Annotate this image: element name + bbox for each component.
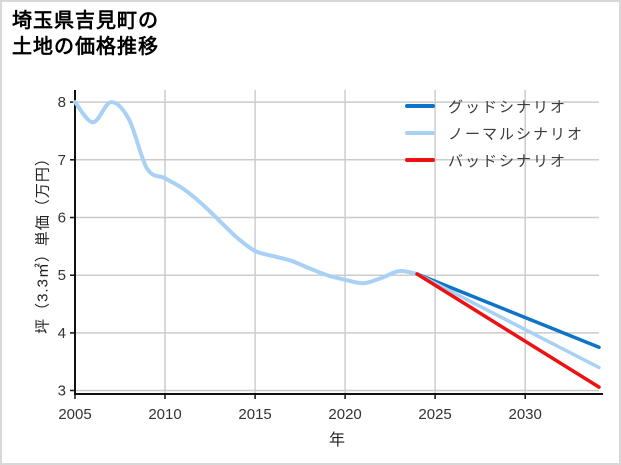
legend-label-good: グッドシナリオ xyxy=(448,98,568,116)
legend: グッドシナリオ ノーマルシナリオ バッドシナリオ xyxy=(405,97,584,178)
chart-title-line1: 埼玉県吉見町の xyxy=(12,10,159,32)
scenario-line-2 xyxy=(415,272,601,389)
x-axis-label: 年 xyxy=(328,432,345,449)
y-tick-label: 5 xyxy=(58,267,66,284)
legend-item-normal-scenario: ノーマルシナリオ xyxy=(405,124,585,143)
y-tick-label: 7 xyxy=(58,152,66,169)
chart-title: 埼玉県吉見町の 土地の価格推移 xyxy=(12,8,159,61)
x-tick-label: 2005 xyxy=(58,406,91,423)
x-tick-label: 2025 xyxy=(418,406,451,423)
x-tick-label: 2010 xyxy=(148,406,181,423)
y-tick-label: 3 xyxy=(58,383,66,400)
x-tick-label: 2020 xyxy=(328,406,361,423)
chart-title-line2: 土地の価格推移 xyxy=(12,36,159,59)
y-tick-label: 4 xyxy=(58,325,66,342)
legend-swatch-bad-line-icon xyxy=(405,158,435,162)
legend-label-bad: バッドシナリオ xyxy=(448,152,568,170)
history-line xyxy=(73,100,420,286)
x-tick-label: 2015 xyxy=(238,406,271,423)
legend-label-normal: ノーマルシナリオ xyxy=(448,125,585,143)
y-tick-label: 8 xyxy=(58,94,66,111)
legend-item-good-scenario: グッドシナリオ xyxy=(405,97,584,116)
legend-item-bad-scenario: バッドシナリオ xyxy=(405,151,584,170)
y-tick-label: 6 xyxy=(58,210,66,227)
x-tick-label: 2030 xyxy=(509,406,542,423)
scenario-line-1 xyxy=(415,272,601,370)
legend-swatch-good-line-icon xyxy=(405,104,435,108)
scenario-line-0 xyxy=(415,272,601,350)
legend-swatch-normal-line-icon xyxy=(405,131,435,135)
y-axis-label: 坪（3.3㎡）単価（万円） xyxy=(34,150,52,334)
